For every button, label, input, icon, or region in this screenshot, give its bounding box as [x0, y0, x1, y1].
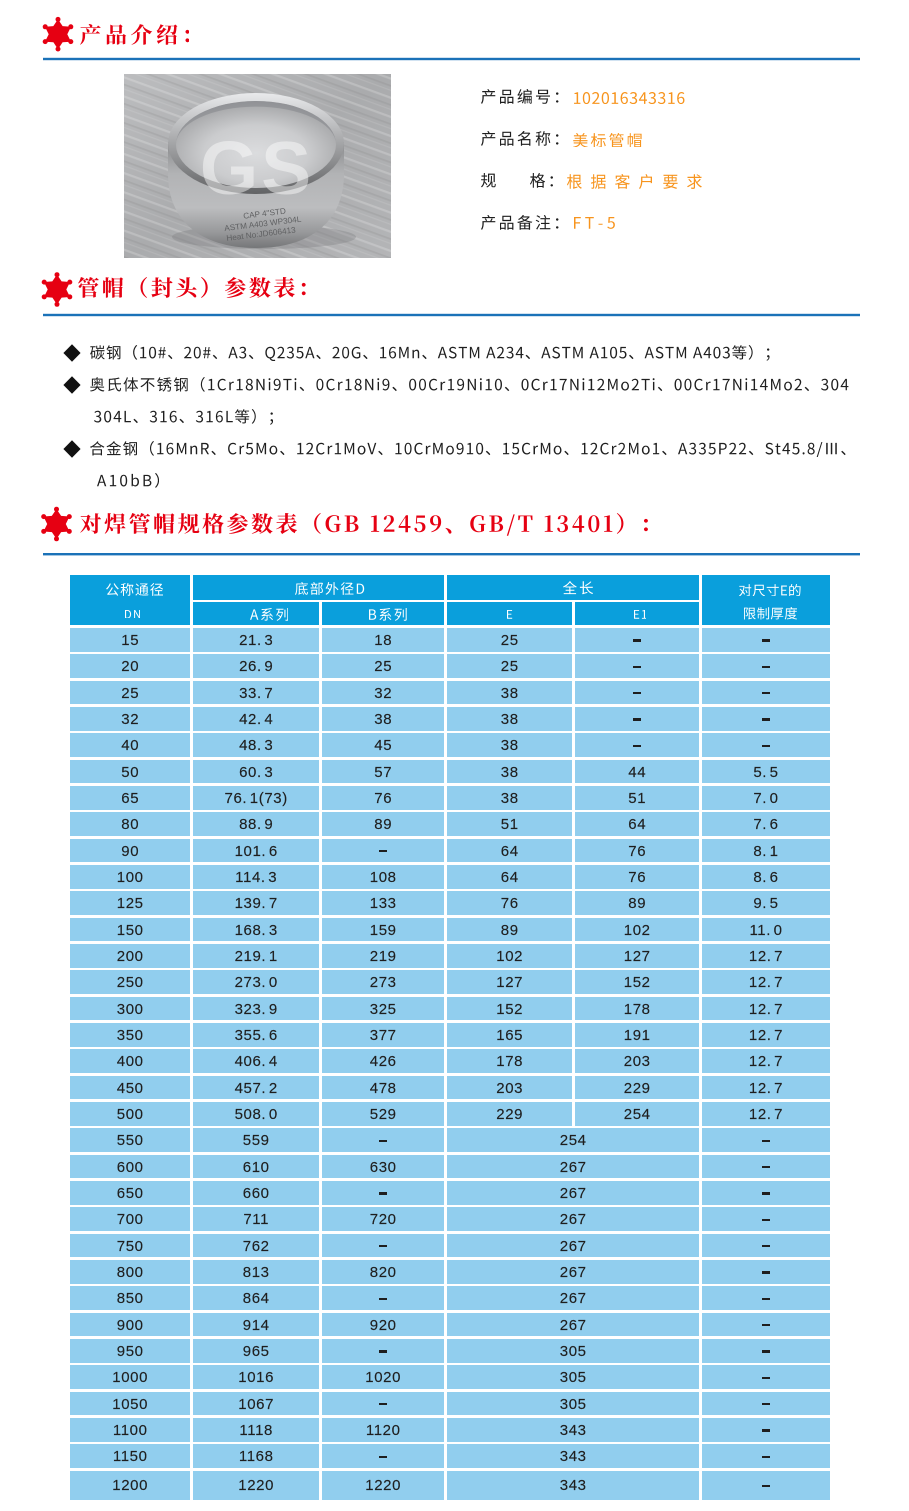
- svg-text:GS: GS: [200, 126, 314, 210]
